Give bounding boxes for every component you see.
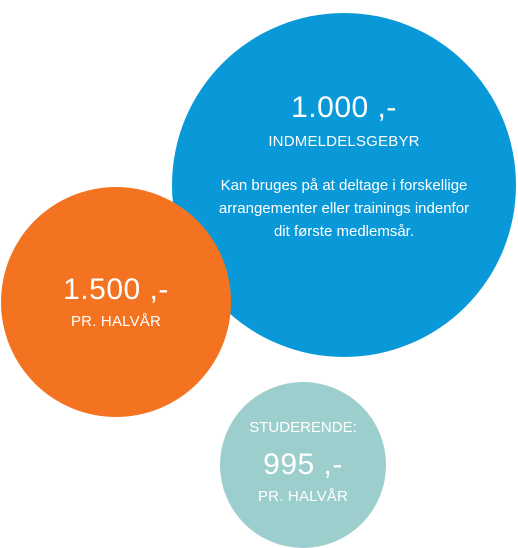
- student-fee-label: PR. HALVÅR: [257, 488, 349, 505]
- student-heading: STUDERENDE:: [249, 419, 357, 436]
- membership-fee-price: 1.000 ,-: [291, 91, 397, 124]
- membership-fee-label: INDMELDELSGEBYR: [268, 133, 420, 150]
- semester-fee-circle: 1.500 ,- PR. HALVÅR: [1, 187, 231, 417]
- student-fee-price: 995 ,-: [263, 448, 343, 481]
- membership-fee-description: Kan bruges på at deltage i forskellige a…: [218, 177, 470, 240]
- semester-fee-label: PR. HALVÅR: [70, 312, 162, 330]
- student-fee-circle: STUDERENDE: 995 ,- PR. HALVÅR: [220, 382, 386, 548]
- semester-fee-price: 1.500 ,-: [63, 272, 169, 306]
